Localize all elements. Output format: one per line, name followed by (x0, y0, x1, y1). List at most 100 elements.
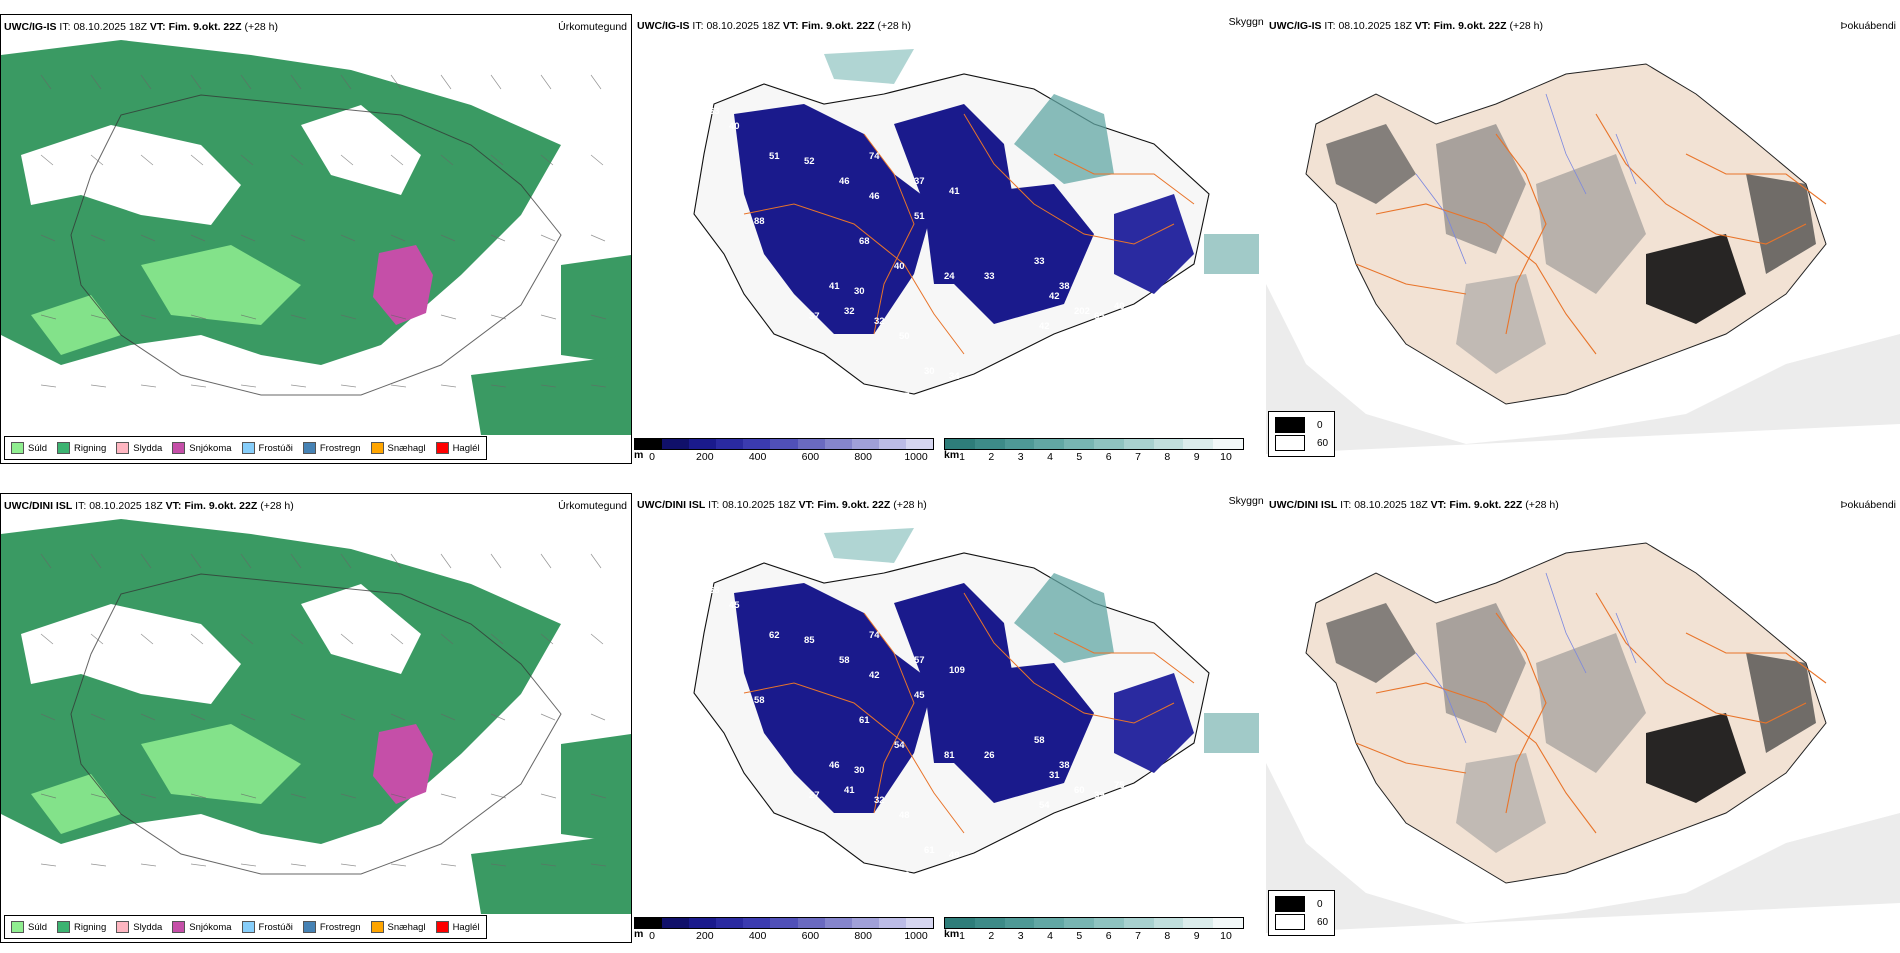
fog-legend-label: 0 (1317, 419, 1323, 431)
colorbar-cell (716, 918, 744, 928)
cloud-base-value: 51 (769, 151, 780, 162)
cloud-base-value: 45 (729, 600, 740, 611)
legend-swatch (116, 442, 130, 454)
colorbar-tick-label: 7 (1135, 451, 1141, 463)
cloud-base-value: 75 (724, 550, 735, 561)
cloud-base-value: 32 (874, 316, 885, 327)
cloud-base-unit: m (634, 449, 644, 461)
cloud-base-value: 61 (924, 845, 935, 856)
cloud-base-value: 30 (924, 366, 935, 377)
fog-panel: UWC/DINI ISL IT: 08.10.2025 18Z VT: Fim.… (1266, 493, 1900, 943)
cloud-base-value: 48 (899, 810, 910, 821)
fog-legend-ig: 0 60 (1268, 411, 1336, 457)
header-part: 08.10.2025 18Z (73, 21, 147, 33)
legend-label: Snjókoma (189, 442, 232, 454)
cloud-base-value: 42 (1049, 291, 1060, 302)
colorbar-tick-label: 5 (1076, 451, 1083, 463)
precip-map[interactable] (1, 514, 631, 914)
fog-legend-item: 60 (1275, 434, 1328, 452)
cloud-base-value: 42 (1039, 321, 1050, 332)
panel-title: Úrkomutegund (558, 21, 627, 33)
forecast-row-ig: UWC/IG-IS IT: 08.10.2025 18Z VT: Fim. 9.… (0, 14, 1900, 474)
colorbar-tick-label: 800 (854, 930, 872, 942)
colorbar-cell (635, 439, 663, 449)
precip-legend-item: Súld (11, 921, 47, 933)
header-part: IT: (59, 21, 71, 33)
fog-map[interactable] (1266, 513, 1900, 933)
precip-legend-item: Snjókoma (172, 921, 232, 933)
panel-header: UWC/IG-IS IT: 08.10.2025 18Z VT: Fim. 9.… (1269, 20, 1543, 32)
header-part: 08.10.2025 18Z (706, 20, 780, 32)
colorbar-cell (1004, 918, 1035, 928)
visibility-unit: km (944, 449, 960, 461)
colorbar-cell (1183, 918, 1214, 928)
cloud-base-value: 34 (949, 371, 960, 382)
colorbar-tick-label: 7 (1135, 930, 1141, 942)
colorbar-cell (1064, 918, 1094, 928)
colorbar-cell (1064, 439, 1094, 449)
colorbar-cell (689, 918, 717, 928)
cloud-base-value: 75 (1114, 780, 1125, 791)
precip-legend-item: Snjókoma (172, 442, 232, 454)
colorbar-cell (851, 918, 879, 928)
colorbar-cell (1153, 439, 1184, 449)
fog-map[interactable] (1266, 34, 1900, 454)
precip-type-legend: Súld Rigning Slydda Snjókoma Frostúði Frostre… (4, 436, 487, 460)
precip-map[interactable] (1, 35, 631, 435)
cloud-base-value: 32 (874, 795, 885, 806)
legend-label: Snæhagl (387, 921, 426, 933)
visibility-colorbar: 1 2 3 4 5 6 7 8 9 10 km (944, 917, 1244, 943)
header-part: (+28 h) (1509, 20, 1544, 32)
legend-swatch (241, 442, 255, 454)
header-part: 08.10.2025 18Z (89, 500, 163, 512)
colorbar-cell (662, 918, 690, 928)
cloud-base-value: 58 (1034, 735, 1045, 746)
cloud-base-value: 50 (899, 331, 910, 342)
colorbar-cell (905, 918, 934, 928)
colorbar-tick-label: 2 (988, 451, 995, 463)
precip-legend-item: Frostregn (302, 921, 361, 933)
colorbar-cell (905, 439, 934, 449)
legend-label: Súld (28, 921, 48, 933)
legend-label: Frostregn (319, 442, 361, 454)
legend-label: Snæhagl (387, 442, 426, 454)
cloud-base-value: 54 (894, 740, 905, 751)
header-part: Fim. 9.okt. 22Z (184, 500, 258, 512)
legend-swatch (172, 921, 186, 933)
header-part: VT: (1414, 20, 1431, 32)
legend-swatch (11, 442, 24, 454)
colorbar-tick-label: 200 (696, 451, 714, 463)
legend-label: Haglél (452, 921, 480, 933)
header-part: UWC/IG-IS (4, 21, 57, 33)
colorbar-cell (878, 439, 906, 449)
fog-legend-item: 60 (1275, 913, 1328, 931)
colorbar-cell (1123, 439, 1154, 449)
cloud-base-value: 54 (1039, 800, 1050, 811)
cloud-base-value: 22 (934, 895, 945, 903)
colorbar-tick-label: 1000 (904, 451, 928, 463)
colorbar-tick-label: 9 (1193, 451, 1200, 463)
cloud-base-value: 68 (859, 236, 870, 247)
precip-type-legend: Súld Rigning Slydda Snjókoma Frostúði Frostre… (4, 915, 487, 939)
forecast-row-dini: UWC/DINI ISL IT: 08.10.2025 18Z VT: Fim.… (0, 493, 1900, 953)
precip-legend-item: Haglél (435, 921, 480, 933)
legend-label: Slydda (133, 442, 163, 454)
header-part: (+28 h) (244, 21, 279, 33)
legend-swatch (11, 921, 24, 933)
legend-label: Slydda (133, 921, 163, 933)
colorbar-cell (1034, 918, 1065, 928)
cloud-base-value: 38 (1059, 760, 1070, 771)
colorbar-cell (1093, 439, 1124, 449)
header-part: 08.10.2025 18Z (1354, 499, 1428, 511)
colorbar-tick-label: 3 (1017, 451, 1024, 463)
colorbar-tick-label: 600 (801, 451, 820, 463)
legend-label: Frostúði (258, 442, 293, 454)
legend-label: Rigning (74, 921, 107, 933)
colorbar-tick-label: 1 (959, 930, 965, 942)
cloud-base-value: 40 (729, 121, 740, 132)
header-part: Fim. 9.okt. 22Z (817, 499, 891, 511)
colorbar-tick-label: 9 (1193, 930, 1200, 942)
panel-title: Skyggni (1228, 16, 1264, 28)
